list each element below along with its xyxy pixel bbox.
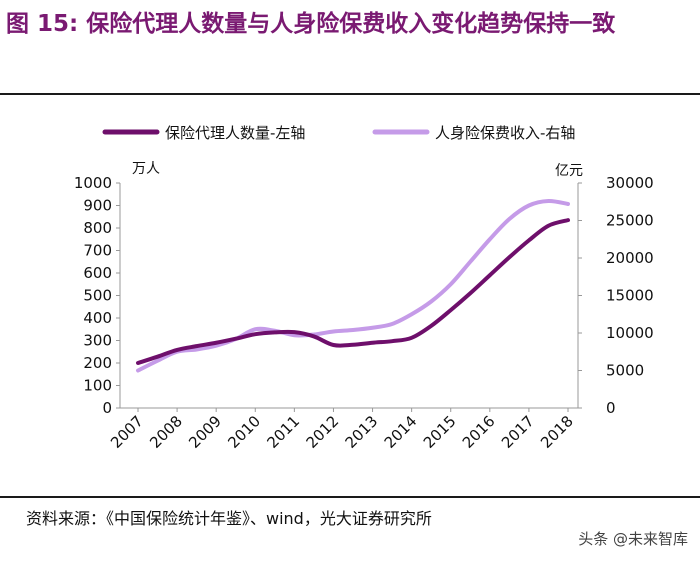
left-tick-label: 900 [83, 197, 112, 215]
figure-title: 图 15: 保险代理人数量与人身险保费收入变化趋势保持一致 [6, 11, 616, 37]
left-tick-label: 400 [83, 309, 112, 327]
series-line-agents [136, 218, 570, 365]
left-axis-unit: 万人 [132, 161, 160, 177]
x-tick-label: 2007 [107, 412, 147, 452]
legend-item-premium-label: 人身险保费收入-右轴 [435, 124, 575, 142]
left-tick-label: 0 [102, 399, 112, 417]
bottom-rule [0, 496, 700, 498]
right-tick-label: 30000 [606, 174, 654, 192]
x-tick-label: 2010 [224, 412, 264, 452]
legend-item-agents-label: 保险代理人数量-左轴 [165, 124, 305, 142]
right-tick-label: 25000 [606, 212, 654, 230]
x-tick-label: 2017 [498, 412, 538, 452]
series-layer [136, 198, 570, 373]
right-tick-label: 20000 [606, 249, 654, 267]
x-tick-label: 2008 [146, 412, 186, 452]
right-axis-unit: 亿元 [555, 163, 583, 179]
right-tick-label: 15000 [606, 287, 654, 305]
top-rule [0, 93, 700, 95]
source-note: 资料来源：《中国保险统计年鉴》、wind，光大证券研究所 [26, 509, 432, 528]
x-tick-label: 2009 [185, 412, 225, 452]
left-tick-label: 600 [83, 264, 112, 282]
left-tick-label: 100 [83, 377, 112, 395]
left-tick-label: 1000 [74, 174, 112, 192]
left-tick-label: 500 [83, 287, 112, 305]
x-tick-label: 2013 [342, 412, 382, 452]
right-tick-label: 5000 [606, 362, 644, 380]
x-tick-label: 2018 [537, 412, 577, 452]
watermark: 头条 @未来智库 [578, 530, 688, 548]
line-chart: 保险代理人数量-左轴 人身险保费收入-右轴 0 100 200 300 400 500 600… [74, 124, 654, 452]
axes: 0100200300400500600700800900100005000100… [74, 161, 654, 452]
x-tick-label: 2012 [303, 412, 343, 452]
right-tick-label: 10000 [606, 324, 654, 342]
left-tick-label: 300 [83, 332, 112, 350]
x-tick-label: 2016 [459, 412, 499, 452]
x-tick-label: 2011 [263, 412, 303, 452]
legend: 保险代理人数量-左轴 人身险保费收入-右轴 [102, 124, 575, 142]
x-tick-label: 2015 [420, 412, 460, 452]
left-tick-label: 700 [83, 242, 112, 260]
left-tick-label: 200 [83, 354, 112, 372]
series-line-premium [136, 198, 570, 373]
left-tick-label: 800 [83, 219, 112, 237]
x-tick-label: 2014 [381, 412, 421, 452]
right-tick-label: 0 [606, 399, 616, 417]
